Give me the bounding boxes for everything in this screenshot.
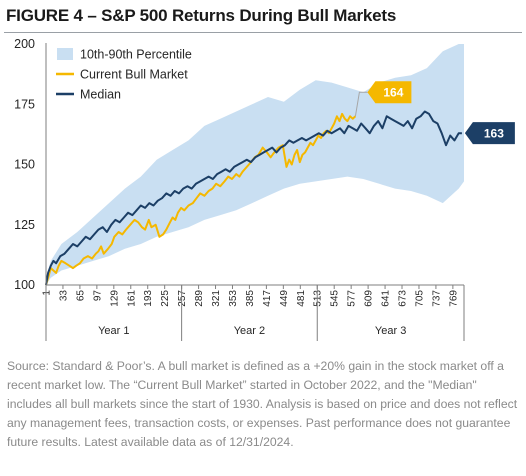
callout-box-median	[464, 122, 515, 145]
y-tick-label: 150	[14, 158, 35, 172]
callout-value-current: 164	[383, 86, 403, 100]
x-tick-label: 513	[313, 290, 324, 307]
y-tick-label: 200	[14, 37, 35, 51]
x-tick-label: 65	[75, 290, 86, 302]
series-line-current-bull-market	[45, 112, 357, 286]
callout-leader-current	[354, 91, 368, 117]
x-tick-label: 449	[279, 290, 290, 307]
x-tick-label: 673	[398, 290, 409, 307]
legend-label: 10th-90th Percentile	[80, 48, 192, 62]
x-tick-label: 353	[228, 290, 239, 307]
year-group-label: Year 1	[98, 325, 129, 337]
bull-market-chart: 100 125 150 175 200 1 33 65 97 129 161 193 225 257 289…	[14, 37, 515, 341]
legend-label: Median	[80, 88, 121, 102]
x-tick-label: 385	[245, 290, 256, 307]
y-tick-label: 125	[14, 218, 35, 232]
x-tick-label: 609	[364, 290, 375, 307]
x-tick-label: 769	[448, 290, 459, 307]
callout-box-current	[367, 81, 412, 104]
x-tick-label: 705	[415, 290, 426, 307]
x-tick-label: 97	[92, 290, 103, 302]
legend-label: Current Bull Market	[80, 68, 188, 82]
year-group-label: Year 3	[375, 325, 406, 337]
x-tick-label: 225	[160, 290, 171, 307]
x-tick-label: 321	[211, 290, 222, 307]
y-tick-label: 175	[14, 97, 35, 111]
figure-title: FIGURE 4 – S&P 500 Returns During Bull M…	[6, 6, 397, 25]
source-note: Source: Standard & Poor’s. A bull market…	[7, 359, 518, 450]
x-tick-label: 417	[262, 290, 273, 307]
x-tick-label: 289	[194, 290, 205, 307]
title-divider	[4, 32, 522, 33]
x-tick-label: 193	[143, 290, 154, 307]
x-tick-label: 481	[296, 290, 307, 307]
x-tick-label: 33	[59, 290, 70, 302]
year-group-label: Year 2	[234, 325, 265, 337]
legend-swatch-band	[57, 48, 73, 60]
callout-value-median: 163	[484, 127, 504, 141]
x-tick-label: 577	[347, 290, 358, 307]
x-tick-label: 257	[177, 290, 188, 307]
x-tick-label: 129	[109, 290, 120, 307]
x-tick-label: 161	[126, 290, 137, 307]
y-tick-label: 100	[14, 278, 35, 292]
x-tick-label: 737	[431, 290, 442, 307]
x-tick-label: 1	[42, 290, 53, 296]
x-tick-label: 641	[381, 290, 392, 307]
x-tick-label: 545	[330, 290, 341, 307]
series-line-median	[45, 110, 462, 286]
